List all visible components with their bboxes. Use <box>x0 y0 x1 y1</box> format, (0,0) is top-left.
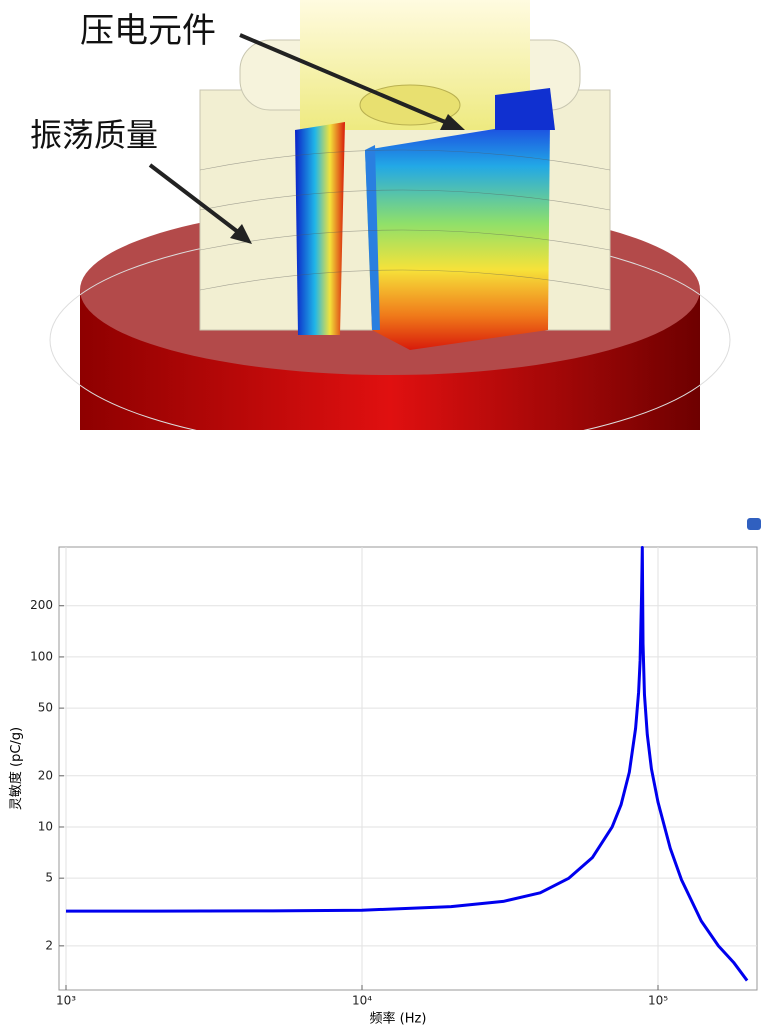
data-line <box>66 546 749 982</box>
y-tick-label: 5 <box>45 871 53 885</box>
image-label: 振荡质量 <box>30 116 158 154</box>
x-tick-label: 10⁵ <box>648 994 668 1008</box>
x-axis-label: 频率 (Hz) <box>370 1011 427 1027</box>
y-tick-label: 50 <box>38 701 53 715</box>
y-tick-label: 200 <box>30 598 53 612</box>
x-tick-label: 10³ <box>56 994 76 1008</box>
rendering <box>49 0 731 430</box>
x-tick-label: 10⁴ <box>352 994 372 1008</box>
toolbar-icon[interactable] <box>747 518 761 530</box>
y-axis-label: 灵敏度 (pC/g) <box>8 727 24 810</box>
y-tick-label: 10 <box>38 819 53 833</box>
y-tick-label: 20 <box>38 768 53 782</box>
image-label: 压电元件 <box>80 11 216 51</box>
y-tick-label: 100 <box>30 649 53 663</box>
chart: 10³ 10⁴ 10⁵ 2 5 10 20 50 100 200 频率 (Hz) 灵敏度 (pC/g) <box>8 546 758 1027</box>
y-tick-label: 2 <box>45 938 53 952</box>
arrows <box>148 33 465 244</box>
